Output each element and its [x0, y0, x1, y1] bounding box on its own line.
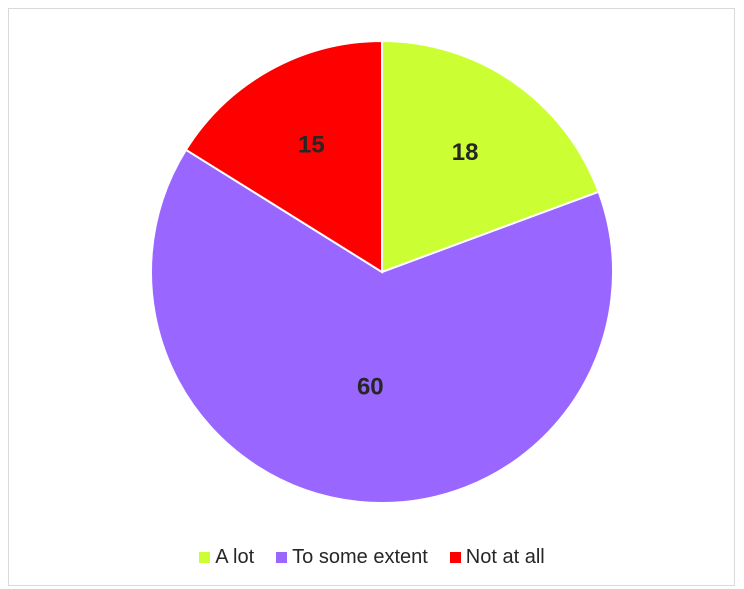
legend-swatch-to-some-extent [276, 552, 288, 563]
legend-item-a-lot: A lot [199, 546, 254, 569]
pie-data-labels: 18 60 15 [298, 131, 478, 400]
legend: A lot To some extent Not at all [0, 546, 744, 569]
legend-swatch-a-lot [199, 552, 211, 563]
pie-slices [150, 39, 614, 504]
legend-item-not-at-all: Not at all [449, 546, 545, 569]
legend-label-a-lot: A lot [215, 546, 255, 568]
data-label-not-at-all: 15 [298, 131, 325, 158]
data-label-to-some-extent: 60 [357, 373, 384, 400]
legend-swatch-not-at-all [449, 552, 461, 563]
pie-slice-to-some-extent [150, 148, 614, 504]
pie-slice-a-lot [381, 39, 600, 274]
legend-label-not-at-all: Not at all [465, 546, 545, 568]
legend-label-to-some-extent: To some extent [292, 546, 428, 568]
legend-item-to-some-extent: To some extent [276, 546, 428, 569]
data-label-a-lot: 18 [452, 139, 479, 166]
pie-slice-not-at-all [184, 39, 383, 274]
